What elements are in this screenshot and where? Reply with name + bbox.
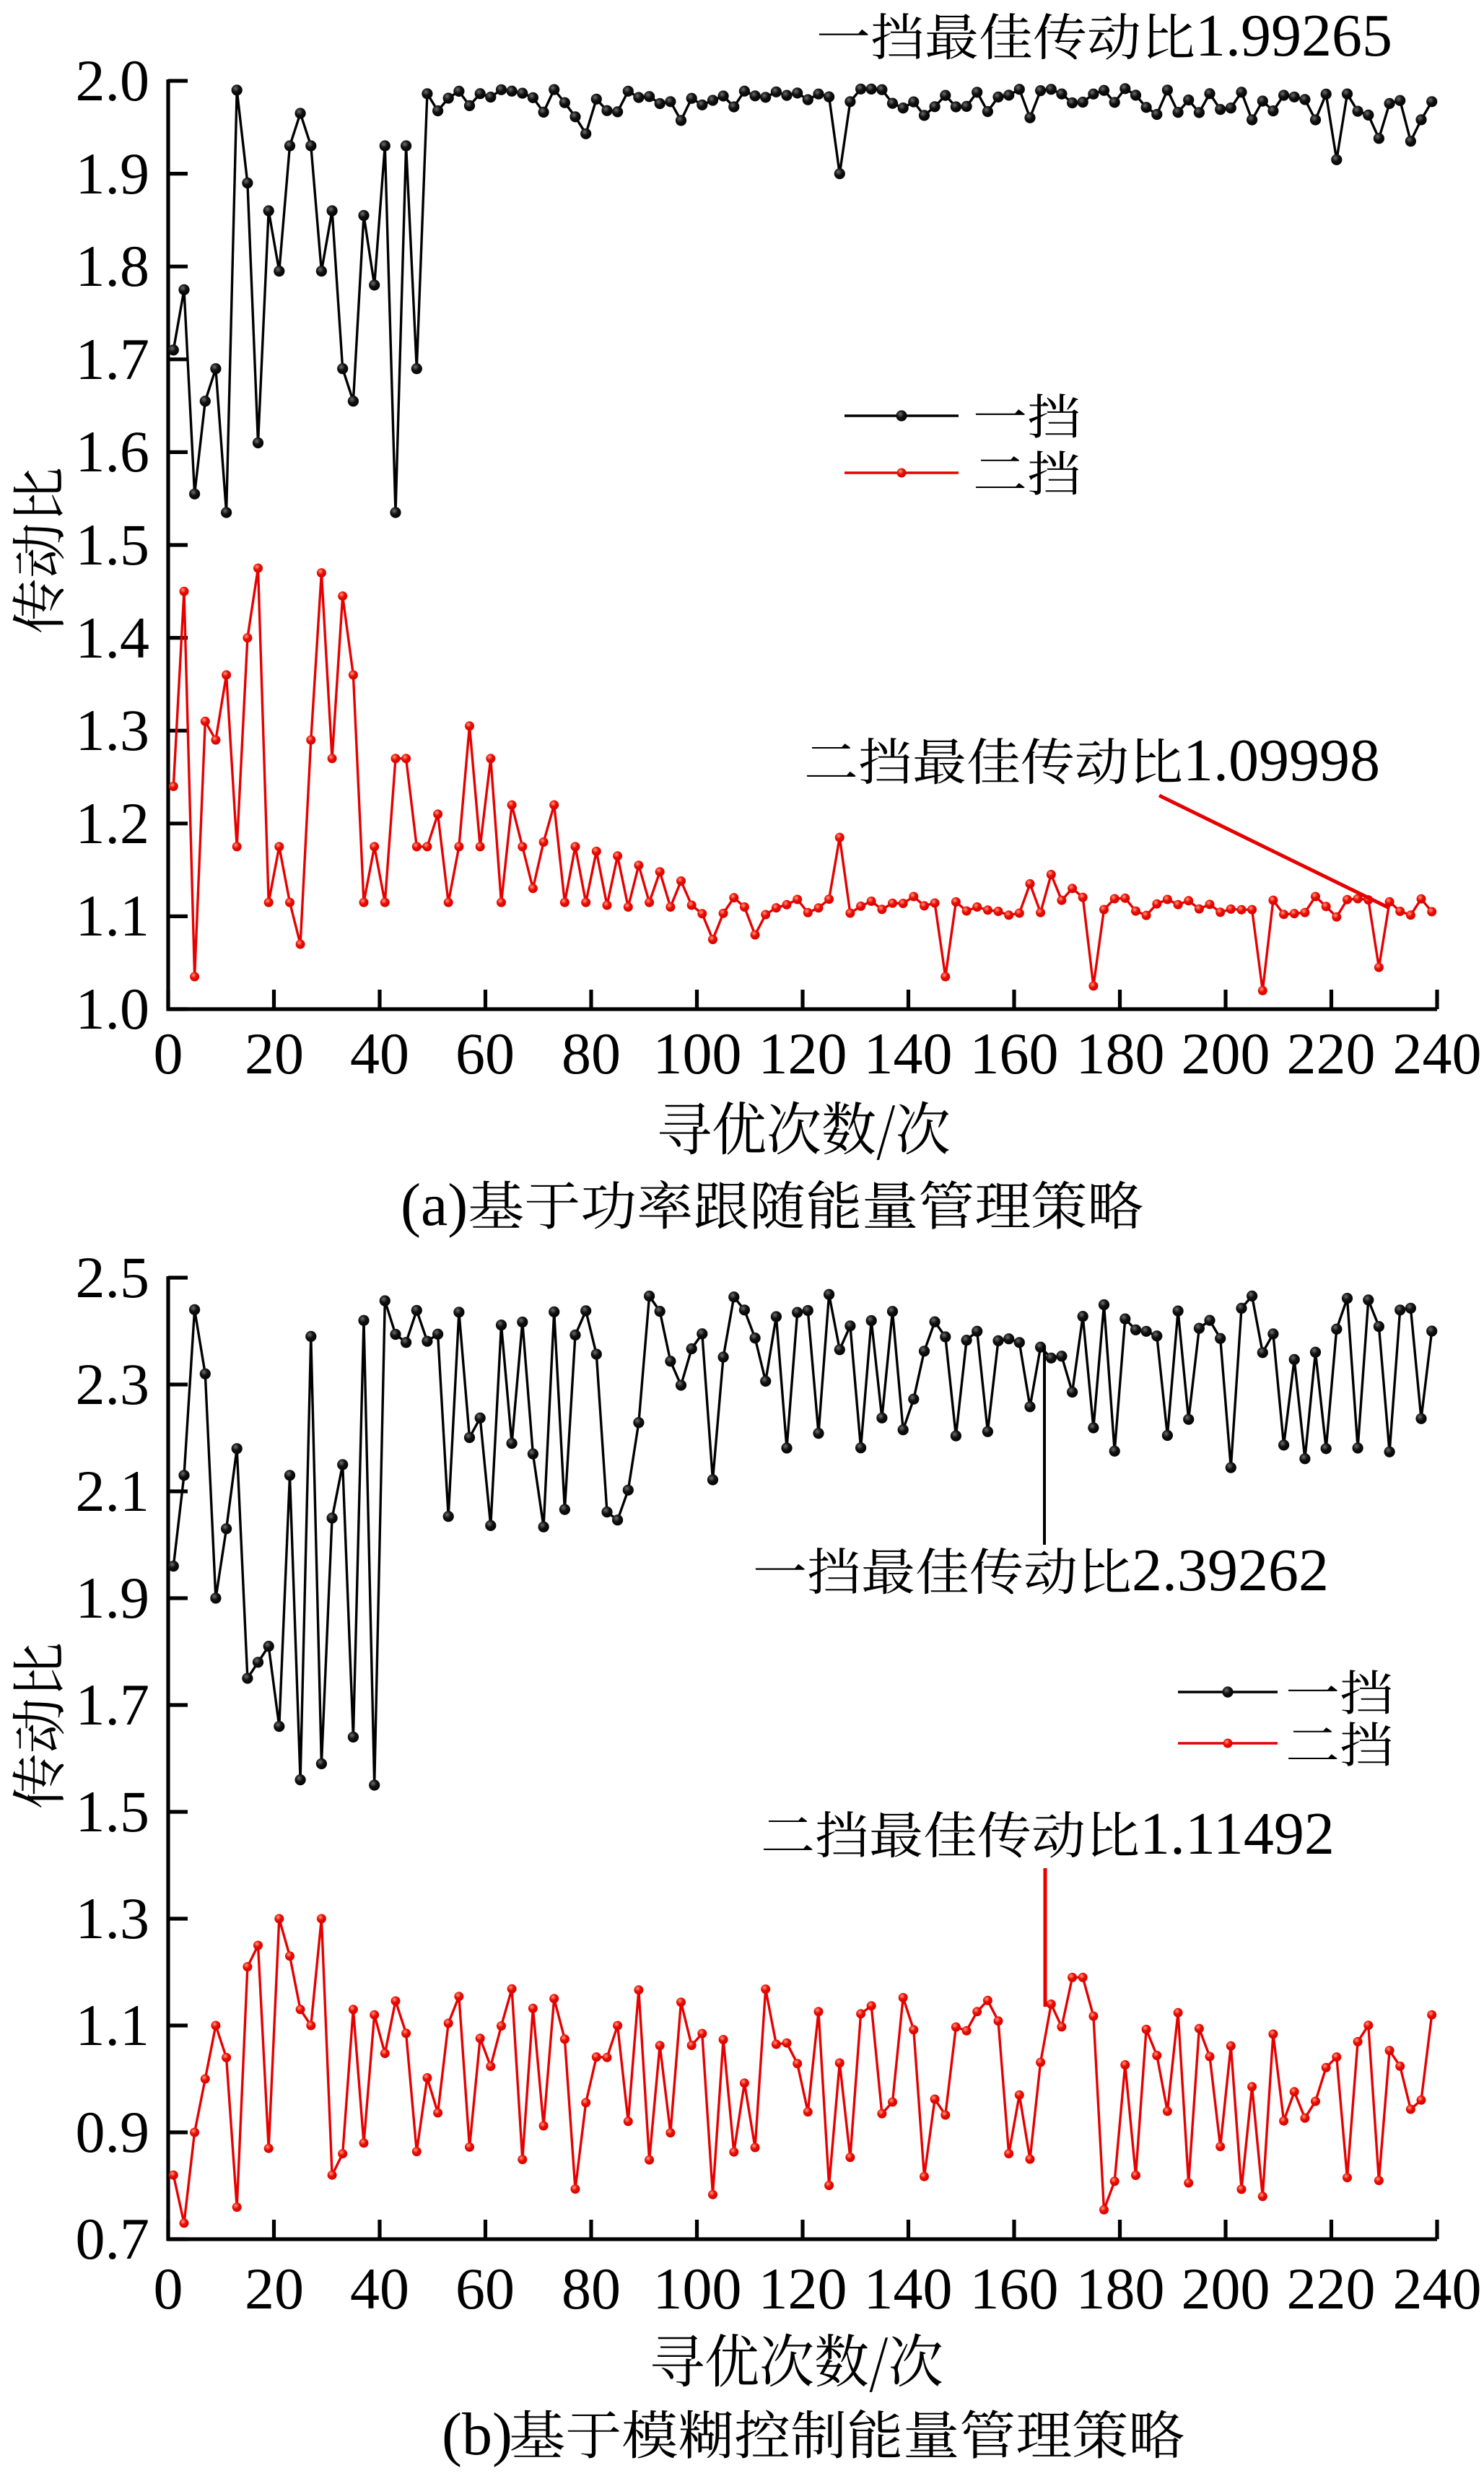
svg-text:2.0: 2.0 bbox=[76, 48, 150, 113]
svg-text:1.2: 1.2 bbox=[76, 790, 150, 856]
svg-text:1.6: 1.6 bbox=[76, 419, 150, 484]
svg-text:1.0: 1.0 bbox=[76, 976, 150, 1042]
svg-text:1.8: 1.8 bbox=[76, 233, 150, 299]
svg-text:140: 140 bbox=[864, 1021, 953, 1086]
svg-text:1.4: 1.4 bbox=[76, 605, 150, 671]
svg-text:0: 0 bbox=[154, 2256, 183, 2321]
svg-text:160: 160 bbox=[970, 1021, 1059, 1086]
svg-text:2.39262: 2.39262 bbox=[1132, 1537, 1329, 1604]
svg-text:1.3: 1.3 bbox=[76, 1885, 150, 1951]
svg-text:1.7: 1.7 bbox=[76, 326, 150, 392]
svg-text:1.1: 1.1 bbox=[76, 883, 150, 949]
svg-text:1.1: 1.1 bbox=[76, 1992, 150, 2058]
svg-text:2.3: 2.3 bbox=[76, 1351, 150, 1417]
svg-text:220: 220 bbox=[1287, 1021, 1376, 1086]
svg-text:60: 60 bbox=[455, 1021, 515, 1086]
svg-text:180: 180 bbox=[1076, 1021, 1165, 1086]
svg-text:1.7: 1.7 bbox=[76, 1672, 150, 1737]
svg-text:1.3: 1.3 bbox=[76, 697, 150, 763]
svg-text:0: 0 bbox=[154, 1021, 183, 1086]
svg-text:40: 40 bbox=[350, 2256, 409, 2321]
svg-text:240: 240 bbox=[1393, 1021, 1482, 1086]
svg-text:120: 120 bbox=[759, 1021, 847, 1086]
svg-text:80: 80 bbox=[562, 2256, 621, 2321]
svg-text:220: 220 bbox=[1287, 2256, 1376, 2321]
svg-text:240: 240 bbox=[1393, 2256, 1482, 2321]
svg-text:100: 100 bbox=[653, 2256, 742, 2321]
svg-text:40: 40 bbox=[350, 1021, 409, 1086]
svg-text:60: 60 bbox=[455, 2256, 515, 2321]
svg-text:1.09998: 1.09998 bbox=[1183, 727, 1380, 794]
svg-text:1.9: 1.9 bbox=[76, 141, 150, 206]
svg-text:20: 20 bbox=[245, 1021, 304, 1086]
svg-text:80: 80 bbox=[562, 1021, 621, 1086]
svg-text:20: 20 bbox=[245, 2256, 304, 2321]
svg-text:1.99265: 1.99265 bbox=[1195, 2, 1392, 69]
svg-text:160: 160 bbox=[970, 2256, 1059, 2321]
svg-text:2.5: 2.5 bbox=[76, 1244, 150, 1310]
svg-text:1.11492: 1.11492 bbox=[1140, 1800, 1335, 1867]
svg-text:200: 200 bbox=[1182, 1021, 1270, 1086]
svg-text:200: 200 bbox=[1182, 2256, 1270, 2321]
svg-text:120: 120 bbox=[759, 2256, 847, 2321]
svg-text:0.9: 0.9 bbox=[76, 2099, 150, 2165]
svg-text:100: 100 bbox=[653, 1021, 742, 1086]
svg-text:(b): (b) bbox=[442, 2401, 512, 2468]
svg-text:2.1: 2.1 bbox=[76, 1458, 150, 1524]
svg-text:(a): (a) bbox=[401, 1172, 468, 1239]
svg-text:140: 140 bbox=[864, 2256, 953, 2321]
svg-text:1.5: 1.5 bbox=[76, 512, 150, 577]
svg-text:1.5: 1.5 bbox=[76, 1779, 150, 1844]
svg-text:0.7: 0.7 bbox=[76, 2206, 150, 2272]
svg-text:1.9: 1.9 bbox=[76, 1565, 150, 1631]
svg-text:180: 180 bbox=[1076, 2256, 1165, 2321]
